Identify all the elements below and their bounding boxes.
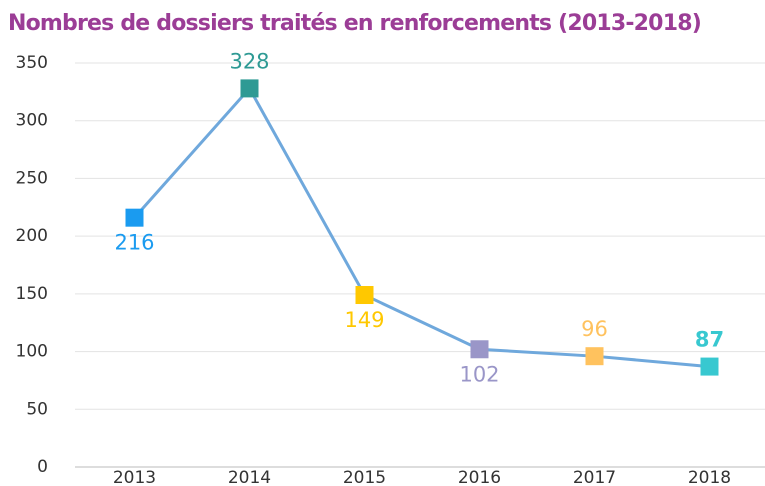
y-tick-label: 50 [26,399,48,419]
y-tick-label: 200 [16,226,48,246]
x-tick-label: 2016 [458,468,501,486]
y-tick-label: 250 [16,168,48,188]
marker [355,286,374,305]
marker [700,357,719,376]
marker [125,208,144,227]
y-tick-label: 350 [16,53,48,73]
chart-title: Nombres de dossiers traités en renforcem… [8,11,701,36]
x-tick-label: 2018 [688,468,731,486]
data-label: 102 [459,362,499,386]
marker [470,340,489,359]
marker [240,79,259,98]
y-tick-label: 150 [16,284,48,304]
y-tick-label: 300 [16,111,48,131]
data-label: 149 [344,308,384,332]
x-tick-label: 2017 [573,468,616,486]
data-label: 328 [229,49,269,73]
y-tick-label: 0 [37,457,48,477]
line [133,85,710,369]
x-tick-label: 2014 [228,468,271,486]
x-tick-label: 2015 [343,468,386,486]
marker [585,347,604,366]
y-tick-label: 100 [16,342,48,362]
data-label: 87 [695,328,724,352]
data-label: 216 [114,231,154,255]
data-label: 96 [581,317,608,341]
x-tick-label: 2013 [113,468,156,486]
